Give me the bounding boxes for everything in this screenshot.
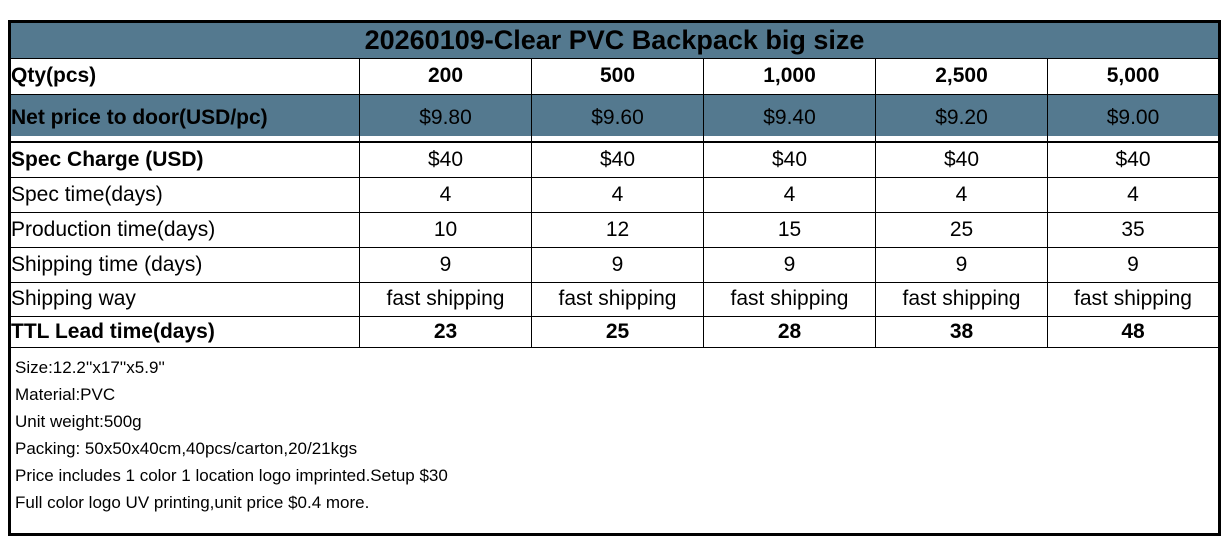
table-row-net-price: Net price to door(USD/pc) $9.80 $9.60 $9… [9,94,1221,143]
cell-net-price-2: $9.60 [531,94,704,143]
cell-shipping-time-5: 9 [1046,247,1221,283]
cell-net-price-5: $9.00 [1046,94,1221,143]
cell-production-time-3: 15 [703,212,876,248]
table-row-spec-charge: Spec Charge (USD) $40 $40 $40 $40 $40 [9,141,1221,178]
cell-ttl-4: 38 [875,316,1048,348]
cell-qty-3: 1,000 [703,58,876,95]
cell-ttl-2: 25 [531,316,704,348]
cell-spec-charge-3: $40 [703,141,876,178]
note-packing: Packing: 50x50x40cm,40pcs/carton,20/21kg… [15,439,358,458]
cell-spec-charge-5: $40 [1046,141,1221,178]
cell-spec-time-5: 4 [1046,177,1221,213]
price-table: 20260109-Clear PVC Backpack big size Qty… [8,20,1222,536]
row-label-spec-charge: Spec Charge (USD) [9,141,360,178]
table-row-qty: Qty(pcs) 200 500 1,000 2,500 5,000 [9,58,1221,95]
cell-production-time-5: 35 [1046,212,1221,248]
cell-net-price-1: $9.80 [359,94,532,143]
cell-shipping-way-3: fast shipping [703,282,876,317]
cell-shipping-way-2: fast shipping [531,282,704,317]
cell-ttl-1: 23 [359,316,532,348]
table-row-title: 20260109-Clear PVC Backpack big size [8,21,1221,59]
cell-spec-time-1: 4 [359,177,532,213]
cell-qty-4: 2,500 [875,58,1048,95]
cell-spec-charge-2: $40 [531,141,704,178]
row-label-ttl-lead-time: TTL Lead time(days) [9,316,360,348]
table-row-production-time: Production time(days) 10 12 15 25 35 [9,212,1221,248]
cell-shipping-time-2: 9 [531,247,704,283]
cell-spec-time-2: 4 [531,177,704,213]
cell-spec-time-3: 4 [703,177,876,213]
table-row-notes: Size:12.2''x17''x5.9'' Material:PVC Unit… [8,347,1221,535]
cell-qty-2: 500 [531,58,704,95]
table-row-shipping-time: Shipping time (days) 9 9 9 9 9 [9,247,1221,283]
cell-qty-1: 200 [359,58,532,95]
cell-shipping-time-4: 9 [875,247,1048,283]
cell-shipping-time-1: 9 [359,247,532,283]
note-price-includes: Price includes 1 color 1 location logo i… [15,466,448,485]
cell-spec-charge-1: $40 [359,141,532,178]
cell-spec-time-4: 4 [875,177,1048,213]
note-unit-weight: Unit weight:500g [15,412,142,431]
table-row-spec-time: Spec time(days) 4 4 4 4 4 [9,177,1221,213]
note-full-color: Full color logo UV printing,unit price $… [15,493,370,512]
cell-spec-charge-4: $40 [875,141,1048,178]
cell-production-time-4: 25 [875,212,1048,248]
table-row-shipping-way: Shipping way fast shipping fast shipping… [9,282,1221,317]
quotation-sheet: 20260109-Clear PVC Backpack big size Qty… [8,20,1222,536]
cell-production-time-1: 10 [359,212,532,248]
cell-production-time-2: 12 [531,212,704,248]
row-label-production-time: Production time(days) [9,212,360,248]
row-label-shipping-time: Shipping time (days) [9,247,360,283]
row-label-net-price: Net price to door(USD/pc) [9,94,360,143]
table-title: 20260109-Clear PVC Backpack big size [8,21,1221,59]
table-row-ttl-lead-time: TTL Lead time(days) 23 25 28 38 48 [9,316,1221,348]
row-label-qty: Qty(pcs) [9,58,360,95]
note-size: Size:12.2''x17''x5.9'' [15,358,165,377]
cell-shipping-way-5: fast shipping [1046,282,1221,317]
cell-shipping-way-4: fast shipping [875,282,1048,317]
cell-net-price-3: $9.40 [703,94,876,143]
row-label-spec-time: Spec time(days) [9,177,360,213]
notes: Size:12.2''x17''x5.9'' Material:PVC Unit… [11,349,1218,517]
cell-net-price-4: $9.20 [875,94,1048,143]
row-label-shipping-way: Shipping way [9,282,360,317]
cell-ttl-3: 28 [703,316,876,348]
note-material: Material:PVC [15,385,116,404]
cell-shipping-way-1: fast shipping [359,282,532,317]
cell-ttl-5: 48 [1046,316,1221,348]
cell-qty-5: 5,000 [1046,58,1221,95]
cell-shipping-time-3: 9 [703,247,876,283]
